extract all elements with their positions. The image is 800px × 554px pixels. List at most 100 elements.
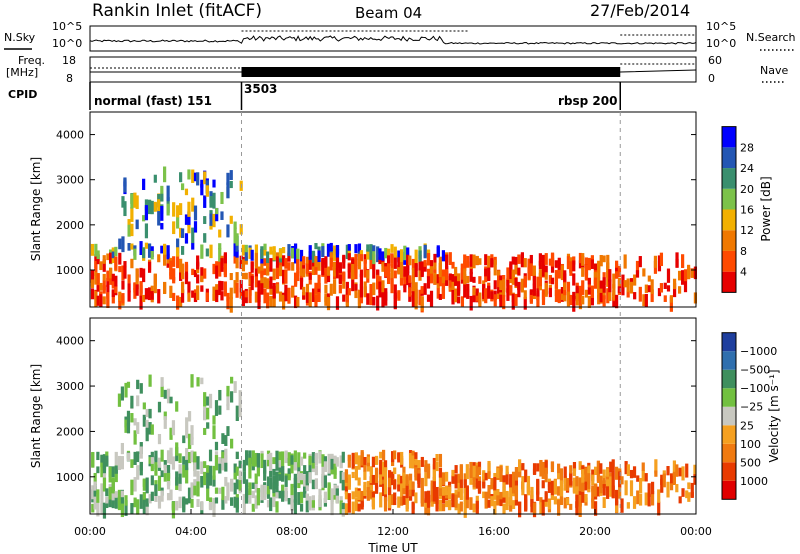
heatmap-cell [379,474,383,485]
heatmap-cell [329,242,333,251]
heatmap-cell [321,465,325,477]
heatmap-cell [347,263,351,279]
heatmap-cell [175,500,179,511]
heatmap-cell [347,454,351,462]
heatmap-cell [150,424,154,435]
heatmap-cell [144,205,149,221]
heatmap-cell [493,294,497,307]
heatmap-cell [193,172,198,182]
heatmap-cell [154,484,158,497]
heatmap-cell [284,269,288,281]
heatmap-cell [390,253,394,264]
heatmap-cell [454,465,458,474]
heatmap-cell [565,484,570,491]
heatmap-cell [505,465,509,475]
heatmap-cell [484,472,488,481]
heatmap-cell [93,499,97,510]
heatmap-cell [299,456,304,466]
heatmap-cell [176,247,180,257]
heatmap-cell [381,461,386,477]
heatmap-cell [514,256,518,272]
heatmap-cell [354,284,358,291]
heatmap-cell [302,286,306,296]
heatmap-cell [275,489,279,499]
heatmap-cell [203,392,207,407]
heatmap-cell [397,484,401,492]
heatmap-cell [426,500,431,516]
heatmap-cell [472,287,476,301]
heatmap-cell [127,274,131,284]
heatmap-cell [572,295,576,312]
heatmap-cell [344,491,349,500]
heatmap-cell [435,461,439,472]
heatmap-cell [602,295,606,307]
heatmap-cell [469,267,473,275]
heatmap-cell [185,417,189,432]
heatmap-cell [359,273,364,290]
heatmap-cell [400,455,404,465]
heatmap-cell [633,292,637,300]
heatmap-cell [333,491,337,500]
heatmap-cell [420,492,424,507]
heatmap-cell [593,466,598,475]
heatmap-cell [221,433,225,444]
heatmap-cell [296,271,300,282]
heatmap-cell [196,456,200,470]
heatmap-cell [251,482,255,489]
heatmap-cell [193,451,197,464]
heatmap-cell [121,236,125,253]
heatmap-cell [477,480,482,494]
heatmap-cell [514,277,518,287]
heatmap-cell [303,465,307,475]
heatmap-cell [408,294,412,302]
heatmap-cell [208,449,213,462]
heatmap-cell [94,271,98,285]
heatmap-cell [290,495,294,506]
heatmap-cell [150,462,154,472]
heatmap-cell [635,260,640,274]
heatmap-cell [226,224,230,238]
heatmap-cell [235,256,239,269]
heatmap-cell [305,292,310,303]
freq-label: Freq. [18,54,45,67]
heatmap-cell [218,261,222,277]
heatmap-cell [642,294,646,307]
heatmap-cell [478,292,482,308]
heatmap-cell [221,458,225,471]
heatmap-cell [293,486,297,503]
heatmap-cell [278,291,283,302]
heatmap-cell [220,281,224,291]
heatmap-cell [629,469,634,479]
heatmap-cell [629,278,634,286]
heatmap-cell [451,261,455,269]
heatmap-cell [182,464,186,478]
heatmap-cell [203,195,207,208]
heatmap-cell [472,477,476,488]
heatmap-cell [157,210,161,226]
heatmap-cell [347,493,351,502]
heatmap-cell [153,201,157,212]
heatmap-cell [378,281,382,294]
heatmap-cell [212,415,216,425]
heatmap-cell [581,469,585,484]
heatmap-cell [369,467,373,484]
heatmap-cell [179,227,183,238]
beam-label: Beam 04 [355,4,422,22]
heatmap-cell [175,442,179,456]
heatmap-cell [187,451,192,464]
heatmap-cell [212,213,216,228]
heatmap-cell [148,457,152,464]
heatmap-cell [374,485,379,494]
heatmap-cell [521,476,525,492]
heatmap-cell [218,243,222,250]
heatmap-cell [557,257,561,270]
heatmap-cell [363,481,367,497]
heatmap-cell [154,462,158,476]
heatmap-cell [263,470,267,481]
heatmap-cell [502,279,506,293]
heatmap-cell [469,271,473,282]
heatmap-cell [411,455,415,469]
heatmap-cell [597,260,601,273]
heatmap-cell [233,256,237,264]
